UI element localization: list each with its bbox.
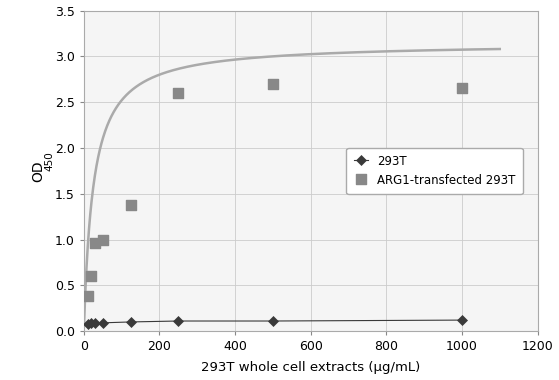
- 293T: [84, 321, 91, 326]
- X-axis label: 293T whole cell extracts (μg/mL): 293T whole cell extracts (μg/mL): [201, 361, 420, 374]
- Legend: 293T, ARG1-transfected 293T: 293T, ARG1-transfected 293T: [347, 148, 523, 194]
- 293T: [92, 321, 98, 326]
- ARG1-transfected 293T: [91, 240, 100, 246]
- ARG1-transfected 293T: [98, 236, 107, 242]
- 293T: [269, 319, 276, 323]
- 293T: [100, 321, 106, 325]
- ARG1-transfected 293T: [127, 202, 136, 208]
- ARG1-transfected 293T: [457, 86, 466, 92]
- 293T: [458, 318, 465, 322]
- Text: 450: 450: [45, 151, 55, 171]
- ARG1-transfected 293T: [87, 273, 96, 279]
- ARG1-transfected 293T: [83, 293, 92, 299]
- Line: 293T: 293T: [84, 317, 466, 327]
- ARG1-transfected 293T: [268, 81, 277, 87]
- 293T: [128, 320, 135, 324]
- 293T: [175, 319, 182, 323]
- 293T: [88, 321, 94, 325]
- ARG1-transfected 293T: [174, 90, 183, 96]
- Text: OD: OD: [31, 160, 45, 182]
